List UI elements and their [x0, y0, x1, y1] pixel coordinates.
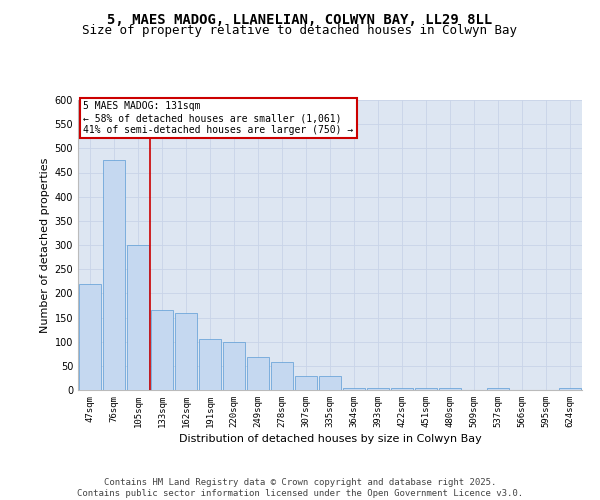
Bar: [271, 362, 293, 390]
Text: Contains HM Land Registry data © Crown copyright and database right 2025.
Contai: Contains HM Land Registry data © Crown c…: [77, 478, 523, 498]
Text: Size of property relative to detached houses in Colwyn Bay: Size of property relative to detached ho…: [83, 24, 517, 37]
X-axis label: Distribution of detached houses by size in Colwyn Bay: Distribution of detached houses by size …: [179, 434, 481, 444]
Bar: [151, 310, 173, 390]
Bar: [247, 357, 269, 390]
Bar: [559, 388, 581, 390]
Bar: [103, 160, 125, 390]
Y-axis label: Number of detached properties: Number of detached properties: [40, 158, 50, 332]
Bar: [487, 388, 509, 390]
Bar: [175, 312, 197, 390]
Bar: [127, 245, 149, 390]
Bar: [199, 339, 221, 390]
Text: 5 MAES MADOG: 131sqm
← 58% of detached houses are smaller (1,061)
41% of semi-de: 5 MAES MADOG: 131sqm ← 58% of detached h…: [83, 102, 353, 134]
Bar: [295, 376, 317, 390]
Bar: [223, 342, 245, 390]
Bar: [319, 376, 341, 390]
Bar: [391, 388, 413, 390]
Bar: [415, 388, 437, 390]
Bar: [79, 284, 101, 390]
Bar: [367, 388, 389, 390]
Bar: [343, 388, 365, 390]
Bar: [439, 388, 461, 390]
Text: 5, MAES MADOG, LLANELIAN, COLWYN BAY, LL29 8LL: 5, MAES MADOG, LLANELIAN, COLWYN BAY, LL…: [107, 12, 493, 26]
